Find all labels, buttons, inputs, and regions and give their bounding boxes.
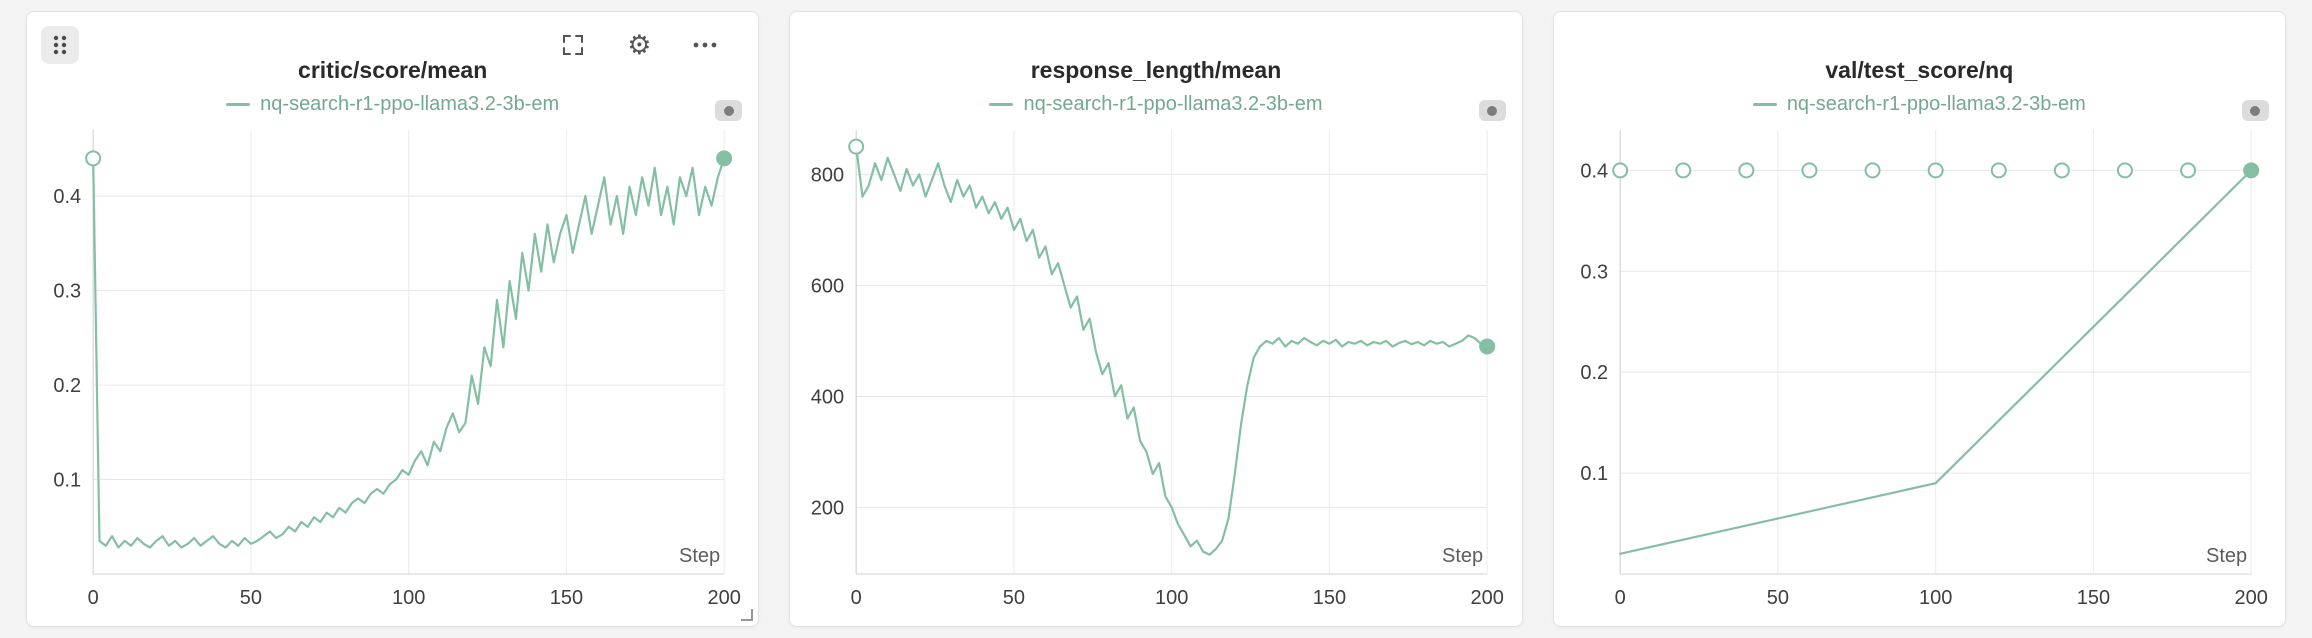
legend-swatch	[1752, 102, 1777, 106]
svg-text:150: 150	[2076, 587, 2109, 609]
svg-text:0.1: 0.1	[1580, 463, 1608, 485]
badge-dot	[1487, 105, 1498, 116]
svg-text:100: 100	[1919, 587, 1952, 609]
grid-dots-icon	[53, 35, 67, 55]
legend-label: nq-search-r1-ppo-llama3.2-3b-em	[260, 92, 560, 115]
fullscreen-icon	[563, 35, 584, 55]
legend-badge-icon[interactable]	[2241, 100, 2269, 121]
drag-handle-icon[interactable]	[41, 26, 79, 64]
panel-actions: ⚙	[558, 30, 720, 60]
legend-swatch	[226, 102, 251, 106]
svg-text:600: 600	[811, 275, 844, 297]
svg-text:50: 50	[1003, 587, 1025, 609]
svg-text:400: 400	[811, 386, 844, 408]
svg-text:200: 200	[707, 587, 740, 609]
resize-handle-icon[interactable]	[741, 609, 754, 621]
legend-swatch	[989, 102, 1014, 106]
svg-text:Step: Step	[679, 545, 720, 567]
svg-text:0.4: 0.4	[1580, 160, 1608, 182]
svg-text:0.3: 0.3	[53, 281, 81, 303]
legend-label: nq-search-r1-ppo-llama3.2-3b-em	[1786, 92, 2086, 115]
svg-text:0.2: 0.2	[1580, 362, 1608, 384]
svg-text:0.2: 0.2	[53, 375, 81, 397]
svg-text:Step: Step	[2206, 545, 2247, 567]
svg-text:200: 200	[2234, 587, 2267, 609]
line-chart-response-length-mean[interactable]: 200 400 600 800 0 50 100 150 200 Step	[798, 116, 1513, 620]
panel-val-test-score-nq: val/test_score/nq nq-search-r1-ppo-llama…	[1552, 11, 2286, 627]
legend[interactable]: nq-search-r1-ppo-llama3.2-3b-em	[1562, 92, 2277, 116]
svg-text:0.4: 0.4	[53, 186, 81, 208]
line-chart-critic-score-mean[interactable]: 0.1 0.2 0.3 0.4 0 50 100 150 200 Step	[35, 116, 750, 620]
svg-text:0.3: 0.3	[1580, 261, 1608, 283]
svg-text:0: 0	[88, 587, 99, 609]
line-chart-val-test-score-nq[interactable]: 0.1 0.2 0.3 0.4 0 50 100 150 200 Step	[1562, 116, 2277, 620]
svg-text:200: 200	[1471, 587, 1504, 609]
svg-text:0.1: 0.1	[53, 470, 81, 492]
chart-title: critic/score/mean	[298, 57, 488, 83]
panel-critic-score-mean: ⚙ critic/score/mean nq-search-r1-ppo-lla…	[26, 11, 760, 627]
svg-text:0: 0	[1614, 587, 1625, 609]
legend[interactable]: nq-search-r1-ppo-llama3.2-3b-em	[798, 92, 1513, 116]
svg-text:100: 100	[392, 587, 425, 609]
svg-text:100: 100	[1155, 587, 1188, 609]
svg-text:50: 50	[1766, 587, 1788, 609]
settings-button[interactable]: ⚙	[624, 30, 654, 60]
legend-badge-icon[interactable]	[1478, 100, 1506, 121]
svg-text:150: 150	[550, 587, 583, 609]
svg-text:800: 800	[811, 164, 844, 186]
svg-text:Step: Step	[1442, 545, 1483, 567]
fullscreen-button[interactable]	[558, 30, 588, 60]
svg-text:200: 200	[811, 497, 844, 519]
svg-text:0: 0	[851, 587, 862, 609]
legend-label: nq-search-r1-ppo-llama3.2-3b-em	[1023, 92, 1323, 115]
badge-dot	[2250, 105, 2261, 116]
svg-text:50: 50	[240, 587, 262, 609]
badge-dot	[723, 105, 734, 116]
chart-title: response_length/mean	[1030, 57, 1282, 83]
legend-badge-icon[interactable]	[715, 100, 743, 121]
gear-icon: ⚙	[627, 29, 652, 60]
legend[interactable]: nq-search-r1-ppo-llama3.2-3b-em	[35, 92, 750, 116]
chart-title: val/test_score/nq	[1825, 57, 2014, 83]
ellipsis-icon	[693, 42, 717, 48]
more-options-button[interactable]	[690, 30, 720, 60]
svg-text:150: 150	[1313, 587, 1346, 609]
panel-response-length-mean: response_length/mean nq-search-r1-ppo-ll…	[789, 11, 1523, 627]
